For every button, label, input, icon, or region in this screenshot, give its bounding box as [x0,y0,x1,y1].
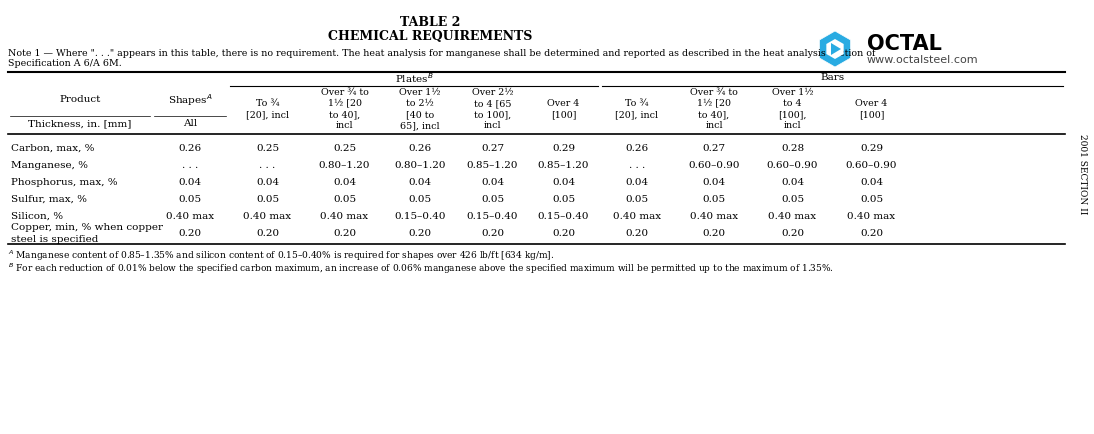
Text: Plates$^B$: Plates$^B$ [395,71,433,85]
Text: 0.40 max: 0.40 max [166,212,214,221]
Text: 0.04: 0.04 [178,178,201,187]
Text: 0.05: 0.05 [781,195,804,204]
Text: All: All [183,119,197,128]
Text: www.octalsteel.com: www.octalsteel.com [868,55,979,65]
Text: To ¾
[20], incl: To ¾ [20], incl [616,99,659,119]
Text: Carbon, max, %: Carbon, max, % [11,144,94,153]
Text: 0.05: 0.05 [626,195,649,204]
Text: TABLE 2: TABLE 2 [399,16,461,29]
Text: 0.26: 0.26 [178,144,201,153]
Text: 0.27: 0.27 [702,144,725,153]
Text: To ¾
[20], incl: To ¾ [20], incl [246,99,289,119]
Text: 0.04: 0.04 [481,178,504,187]
Text: 0.20: 0.20 [860,229,883,238]
Text: 2001 SECTION II: 2001 SECTION II [1078,134,1086,214]
Text: Copper, min, % when copper
steel is specified: Copper, min, % when copper steel is spec… [11,224,163,243]
Text: 0.04: 0.04 [860,178,883,187]
Text: Shapes$^A$: Shapes$^A$ [167,92,212,108]
Text: 0.40 max: 0.40 max [768,212,816,221]
Text: 0.05: 0.05 [860,195,883,204]
Text: 0.20: 0.20 [333,229,356,238]
Text: 0.20: 0.20 [481,229,504,238]
Text: Specification A 6/A 6M.: Specification A 6/A 6M. [8,59,121,69]
Text: $^A$ Manganese content of 0.85–1.35% and silicon content of 0.15–0.40% is requir: $^A$ Manganese content of 0.85–1.35% and… [8,249,555,263]
Text: 0.85–1.20: 0.85–1.20 [538,161,590,170]
Text: 0.27: 0.27 [481,144,504,153]
Text: 0.05: 0.05 [178,195,201,204]
Text: 0.04: 0.04 [552,178,575,187]
Text: 0.40 max: 0.40 max [848,212,896,221]
Text: . . .: . . . [182,161,198,170]
Text: . . .: . . . [259,161,276,170]
Text: Thickness, in. [mm]: Thickness, in. [mm] [28,119,131,128]
Text: Bars: Bars [820,73,845,82]
Text: Over 1½
to 2½
[40 to
65], incl: Over 1½ to 2½ [40 to 65], incl [399,88,441,130]
Text: 0.05: 0.05 [702,195,725,204]
Text: Silicon, %: Silicon, % [11,212,63,221]
Text: 0.20: 0.20 [552,229,575,238]
Text: 0.20: 0.20 [178,229,201,238]
Text: 0.05: 0.05 [552,195,575,204]
Polygon shape [826,39,843,59]
Text: 0.05: 0.05 [481,195,504,204]
Text: 0.05: 0.05 [333,195,356,204]
Text: Over 4
[100]: Over 4 [100] [547,99,580,119]
Text: 0.05: 0.05 [408,195,431,204]
Text: 0.40 max: 0.40 max [244,212,292,221]
Polygon shape [819,31,851,67]
Text: 0.20: 0.20 [781,229,804,238]
Text: 0.20: 0.20 [408,229,431,238]
Text: 0.25: 0.25 [256,144,279,153]
Text: 0.25: 0.25 [333,144,356,153]
Text: 0.15–0.40: 0.15–0.40 [467,212,519,221]
Text: 0.60–0.90: 0.60–0.90 [767,161,818,170]
Text: 0.40 max: 0.40 max [613,212,661,221]
Text: 0.85–1.20: 0.85–1.20 [467,161,519,170]
Text: 0.20: 0.20 [702,229,725,238]
Text: 0.26: 0.26 [408,144,431,153]
Text: OCTAL: OCTAL [868,34,942,54]
Text: Over ¾ to
1½ [20
to 40],
incl: Over ¾ to 1½ [20 to 40], incl [690,88,738,130]
Polygon shape [831,43,841,55]
Text: Sulfur, max, %: Sulfur, max, % [11,195,88,204]
Text: 0.80–1.20: 0.80–1.20 [318,161,370,170]
Text: . . .: . . . [629,161,645,170]
Text: Manganese, %: Manganese, % [11,161,88,170]
Text: 0.20: 0.20 [626,229,649,238]
Text: 0.60–0.90: 0.60–0.90 [688,161,740,170]
Text: 0.40 max: 0.40 max [690,212,738,221]
Text: Over 2½
to 4 [65
to 100],
incl: Over 2½ to 4 [65 to 100], incl [472,88,513,130]
Text: 0.05: 0.05 [256,195,279,204]
Text: 0.28: 0.28 [781,144,804,153]
Text: 0.04: 0.04 [256,178,279,187]
Text: 0.20: 0.20 [256,229,279,238]
Text: Product: Product [59,95,101,105]
Text: Phosphorus, max, %: Phosphorus, max, % [11,178,118,187]
Text: 0.15–0.40: 0.15–0.40 [394,212,445,221]
Text: 0.04: 0.04 [408,178,431,187]
Text: $^B$ For each reduction of 0.01% below the specified carbon maximum, an increase: $^B$ For each reduction of 0.01% below t… [8,262,834,276]
Text: 0.04: 0.04 [626,178,649,187]
Text: CHEMICAL REQUIREMENTS: CHEMICAL REQUIREMENTS [328,30,532,43]
Text: 0.26: 0.26 [626,144,649,153]
Text: 0.60–0.90: 0.60–0.90 [846,161,897,170]
Text: 0.04: 0.04 [333,178,356,187]
Text: Over 4
[100]: Over 4 [100] [856,99,887,119]
Text: 0.80–1.20: 0.80–1.20 [394,161,445,170]
Text: Over ¾ to
1½ [20
to 40],
incl: Over ¾ to 1½ [20 to 40], incl [321,88,369,130]
Text: Over 1½
to 4
[100],
incl: Over 1½ to 4 [100], incl [771,88,813,130]
Text: 0.40 max: 0.40 max [321,212,369,221]
Text: Note 1 — Where ". . ." appears in this table, there is no requirement. The heat : Note 1 — Where ". . ." appears in this t… [8,49,875,57]
Text: 0.04: 0.04 [702,178,725,187]
Text: 0.29: 0.29 [552,144,575,153]
Text: 0.15–0.40: 0.15–0.40 [538,212,590,221]
Text: 0.29: 0.29 [860,144,883,153]
Text: 0.04: 0.04 [781,178,804,187]
